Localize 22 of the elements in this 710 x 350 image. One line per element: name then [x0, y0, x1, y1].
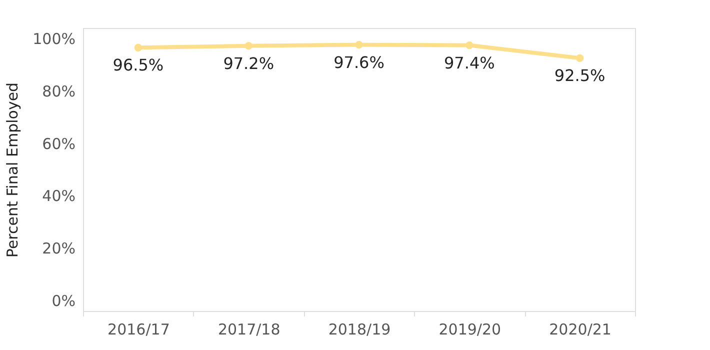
- point: [466, 41, 474, 50]
- point: [134, 44, 142, 52]
- point: [576, 54, 584, 62]
- text: 92.5%: [554, 66, 606, 86]
- y-tick-label: 20%: [42, 240, 76, 258]
- text: 97.6%: [334, 52, 384, 72]
- y-axis-title: Percent Final Employed: [4, 82, 22, 258]
- y-tick-label: 0%: [52, 292, 76, 310]
- point: [244, 42, 252, 50]
- text: 96.5%: [112, 56, 164, 75]
- point: [355, 40, 363, 49]
- text: 97.4%: [444, 53, 495, 72]
- text: 97.2%: [223, 54, 274, 73]
- y-tick-label: 60%: [42, 134, 76, 153]
- x-tick-label: 2020/21: [549, 320, 612, 338]
- x-tick-label: 2016/17: [108, 320, 170, 338]
- x-tick-label: 2017/18: [218, 320, 280, 338]
- y-tick-label: 100%: [32, 30, 76, 48]
- y-tick-label: 80%: [42, 82, 76, 100]
- y-tick-label: 40%: [42, 187, 76, 206]
- x-tick-label: 2018/19: [328, 320, 391, 338]
- x-tick-label: 2019/20: [438, 320, 502, 338]
